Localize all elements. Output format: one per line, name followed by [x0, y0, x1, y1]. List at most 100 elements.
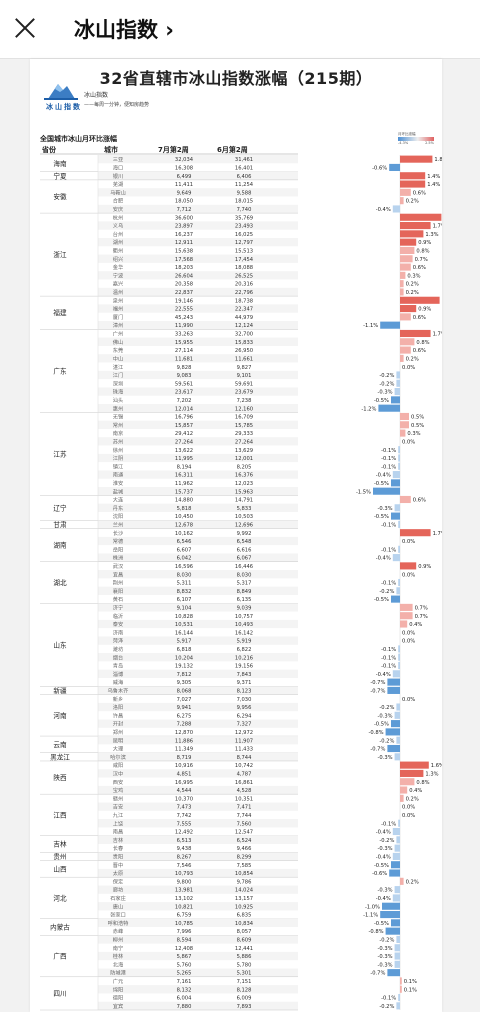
page-title[interactable]: 冰山指数 ›: [74, 18, 174, 42]
june-value: 8,128: [237, 987, 252, 993]
july-value: 6,513: [177, 838, 192, 844]
growth-label: 0.7%: [415, 614, 428, 620]
growth-bar: [394, 944, 400, 952]
july-value: 7,202: [177, 398, 192, 404]
july-value: 15,857: [175, 423, 193, 429]
growth-label: -0.1%: [381, 448, 396, 454]
growth-bar: [394, 388, 400, 396]
july-value: 7,812: [177, 672, 192, 678]
growth-bar: [398, 446, 400, 454]
city-name: 临沂: [113, 612, 123, 620]
june-value: 10,351: [235, 796, 253, 802]
growth-bar: [396, 1002, 400, 1010]
growth-label: -0.7%: [370, 747, 385, 753]
july-value: 7,880: [177, 1004, 192, 1010]
growth-label: 0.6%: [413, 315, 426, 321]
july-value: 10,204: [175, 655, 194, 661]
growth-bar: [400, 421, 409, 429]
brand-name: 冰山指数: [84, 92, 109, 99]
city-name: 苏州: [113, 437, 123, 445]
close-icon[interactable]: [12, 15, 38, 41]
growth-bar: [398, 653, 400, 661]
growth-bar: [394, 960, 400, 968]
july-value: 16,796: [175, 415, 193, 421]
growth-bar: [400, 271, 406, 279]
july-value: 18,050: [175, 199, 193, 205]
growth-label: 0.3%: [407, 431, 420, 437]
july-value: 59,561: [175, 381, 193, 387]
july-value: 7,473: [177, 805, 192, 811]
growth-label: -1.1%: [363, 323, 378, 329]
growth-bar: [392, 852, 400, 860]
growth-bar: [400, 620, 408, 628]
july-value: 19,146: [175, 298, 193, 304]
june-value: 15,963: [235, 489, 253, 495]
july-value: 17,568: [175, 257, 193, 263]
row-stripe: [98, 337, 298, 346]
june-value: 44,979: [235, 315, 253, 321]
june-value: 9,588: [237, 190, 252, 196]
growth-label: 0.0%: [402, 805, 415, 811]
city-name: 丹东: [113, 504, 123, 512]
growth-label: 0.0%: [402, 439, 415, 445]
growth-bar: [400, 155, 433, 163]
july-value: 10,828: [175, 614, 193, 620]
city-name: 深圳: [113, 379, 123, 387]
growth-bar: [400, 280, 404, 288]
growth-label: 0.0%: [402, 697, 415, 703]
growth-label: -0.3%: [378, 962, 393, 968]
june-value: 11,661: [235, 356, 253, 362]
brand-slogan: ——每周一分钟，便知房趋势: [84, 102, 150, 108]
july-value: 5,311: [177, 581, 192, 587]
june-value: 8,205: [237, 464, 252, 470]
header-city: 城市: [104, 146, 118, 154]
city-name: 绍兴: [113, 255, 123, 263]
row-stripe: [98, 603, 298, 612]
row-stripe: [98, 503, 298, 512]
june-value: 32,700: [235, 332, 253, 338]
growth-label: -0.3%: [378, 506, 393, 512]
row-stripe: [98, 188, 298, 197]
row-stripe: [98, 935, 298, 944]
growth-bar: [400, 288, 404, 296]
city-name: 吉安: [113, 803, 123, 811]
growth-label: 0.7%: [415, 605, 428, 611]
growth-label: 0.9%: [418, 307, 431, 313]
growth-label: -0.3%: [378, 954, 393, 960]
province-label: 广东: [53, 366, 67, 375]
june-value: 8,123: [237, 688, 252, 694]
growth-bar: [400, 354, 404, 362]
june-value: 29,333: [235, 431, 253, 437]
june-value: 10,854: [235, 871, 254, 877]
growth-bar: [396, 703, 400, 711]
growth-label: -0.5%: [374, 398, 389, 404]
june-value: 10,216: [235, 655, 253, 661]
city-name: 宁波: [113, 271, 124, 279]
july-value: 8,719: [177, 755, 192, 761]
row-stripe: [98, 254, 298, 263]
growth-bar: [392, 894, 400, 902]
growth-label: 0.5%: [411, 415, 424, 421]
province-label: 云南: [53, 740, 67, 749]
content-area: 32省直辖市冰山指数涨幅（215期） 冰山指数 冰山指数 ——每周一分钟，便知房…: [0, 59, 480, 1012]
city-name: 防城港: [110, 969, 126, 977]
growth-label: 0.2%: [406, 796, 419, 802]
city-name: 烟台: [113, 653, 123, 661]
growth-bar: [400, 495, 411, 504]
row-stripe: [98, 802, 298, 811]
july-value: 8,267: [177, 855, 192, 861]
city-name: 晋中: [113, 861, 123, 869]
july-value: 8,030: [177, 572, 192, 578]
july-value: 9,305: [177, 680, 192, 686]
july-value: 6,107: [177, 597, 192, 603]
growth-bar: [396, 935, 400, 943]
city-name: 柳州: [113, 936, 123, 944]
growth-bar: [400, 612, 413, 620]
june-value: 15,833: [235, 340, 253, 346]
growth-bar: [400, 562, 417, 570]
june-value: 23,493: [235, 224, 253, 230]
growth-bar: [400, 977, 402, 985]
growth-label: -0.7%: [370, 680, 385, 686]
june-value: 8,299: [237, 855, 252, 861]
july-value: 7,996: [177, 929, 192, 935]
